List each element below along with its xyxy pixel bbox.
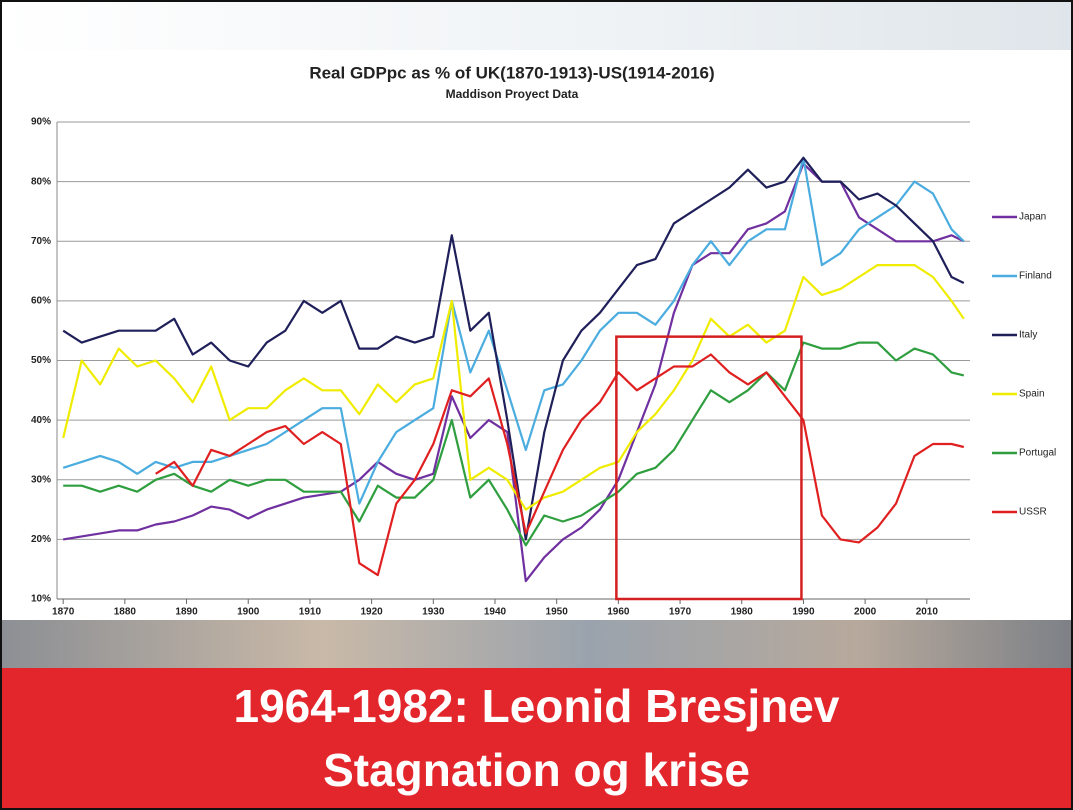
x-tick-label: 1980: [731, 607, 754, 618]
photo-strip: [2, 620, 1071, 670]
legend-label: Spain: [1019, 389, 1045, 400]
legend-label: Finland: [1019, 271, 1052, 282]
x-tick-label: 1990: [792, 607, 815, 618]
y-tick-label: 50%: [31, 355, 51, 366]
x-tick-label: 1970: [669, 607, 692, 618]
legend-label: USSR: [1019, 507, 1047, 518]
x-tick-label: 1950: [546, 607, 569, 618]
y-tick-label: 10%: [31, 594, 51, 605]
chart-subtitle: Maddison Proyect Data: [446, 87, 579, 101]
slide: 1964-1982: Leonid Bresjnev Stagnation og…: [0, 0, 1073, 810]
y-tick-label: 70%: [31, 236, 51, 247]
x-tick-label: 1890: [175, 607, 198, 618]
chart: Real GDPpc as % of UK(1870-1913)-US(1914…: [2, 2, 1071, 622]
y-tick-label: 60%: [31, 296, 51, 307]
x-tick-label: 2000: [854, 607, 877, 618]
x-tick-label: 1920: [360, 607, 383, 618]
legend-label: Italy: [1019, 330, 1037, 341]
y-tick-label: 20%: [31, 534, 51, 545]
x-tick-label: 1940: [484, 607, 507, 618]
y-tick-label: 30%: [31, 474, 51, 485]
x-tick-label: 1910: [299, 607, 322, 618]
x-tick-label: 1900: [237, 607, 260, 618]
x-tick-label: 1960: [607, 607, 630, 618]
highlight-box: [616, 337, 801, 599]
chart-title: Real GDPpc as % of UK(1870-1913)-US(1914…: [309, 63, 714, 82]
banner-line: Stagnation og krise: [2, 738, 1071, 802]
series-line: [63, 164, 964, 581]
legend-label: Japan: [1019, 212, 1046, 223]
banner-line: 1964-1982: Leonid Bresjnev: [2, 674, 1071, 738]
series-line: [63, 343, 964, 546]
x-tick-label: 1870: [52, 607, 75, 618]
y-tick-label: 90%: [31, 117, 51, 128]
x-tick-label: 2010: [916, 607, 939, 618]
y-tick-label: 40%: [31, 415, 51, 426]
banner: 1964-1982: Leonid Bresjnev Stagnation og…: [2, 668, 1071, 808]
x-tick-label: 1880: [114, 607, 137, 618]
x-tick-label: 1930: [422, 607, 445, 618]
y-tick-label: 80%: [31, 176, 51, 187]
series-line: [63, 158, 964, 504]
legend-label: Portugal: [1019, 448, 1056, 459]
